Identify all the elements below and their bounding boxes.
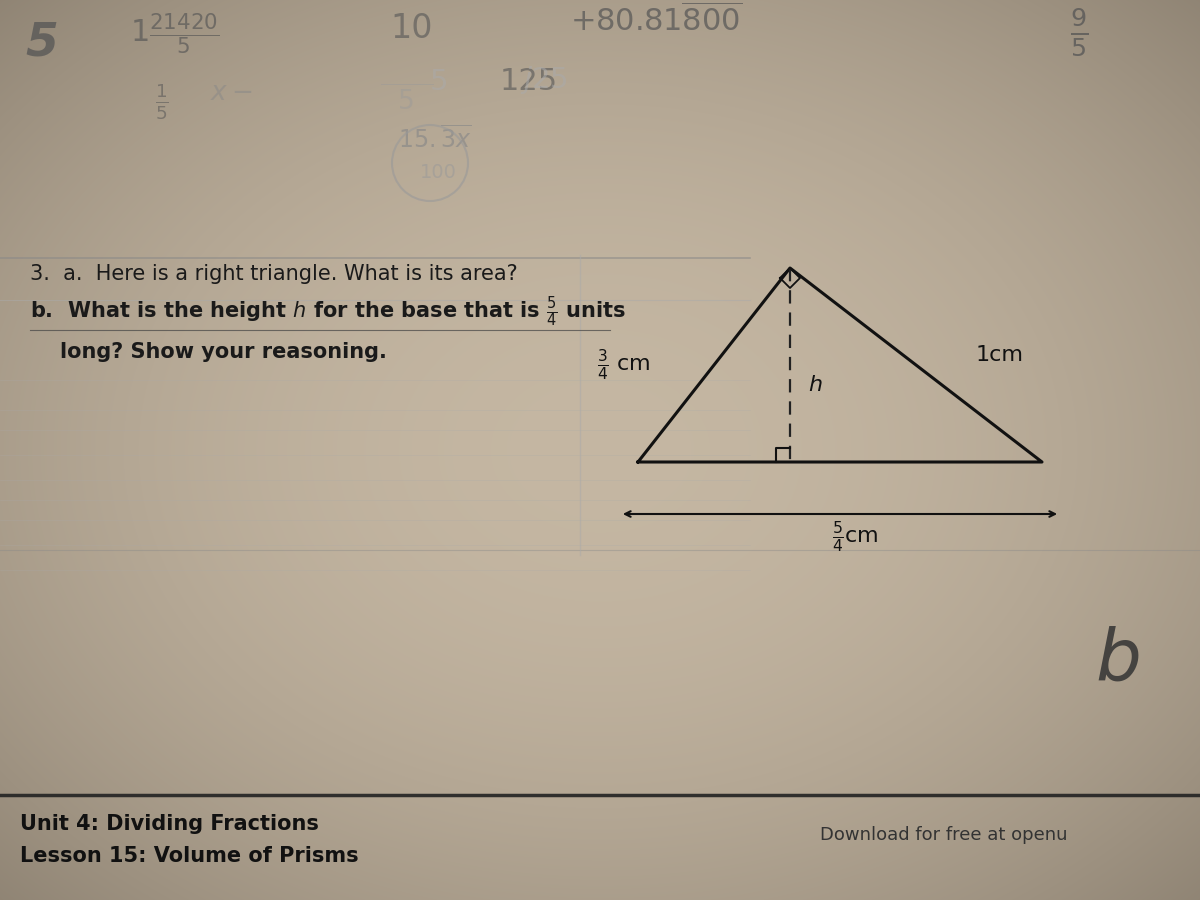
Text: Unit 4: Dividing Fractions: Unit 4: Dividing Fractions [20,814,319,834]
Text: h: h [808,375,822,395]
Text: 1cm: 1cm [976,345,1024,365]
Text: $\frac{9}{5}$: $\frac{9}{5}$ [1070,6,1088,58]
Text: 5: 5 [430,68,449,96]
Text: Lesson 15: Volume of Prisms: Lesson 15: Volume of Prisms [20,846,359,866]
Text: 5: 5 [25,20,58,65]
Text: 125: 125 [500,67,558,96]
Text: $1\frac{21420}{5}$: $1\frac{21420}{5}$ [130,11,220,57]
Text: 100: 100 [420,163,457,182]
Text: $j25$: $j25$ [520,64,568,96]
Text: b: b [1096,626,1141,695]
Text: $\overline{\ \ 5\ \ }$: $\overline{\ \ 5\ \ }$ [380,86,433,116]
Text: 3.  a.  Here is a right triangle. What is its area?: 3. a. Here is a right triangle. What is … [30,264,517,284]
Text: $x-$: $x-$ [210,80,253,106]
Text: $15.\overline{3x}$: $15.\overline{3x}$ [398,125,472,153]
Text: 10: 10 [390,12,432,45]
Text: $\frac{1}{5}$: $\frac{1}{5}$ [155,82,169,122]
Text: long? Show your reasoning.: long? Show your reasoning. [60,342,386,362]
Text: b.  What is the height $\mathit{h}$ for the base that is $\frac{5}{4}$ units: b. What is the height $\mathit{h}$ for t… [30,294,626,328]
Text: $\frac{3}{4}$ cm: $\frac{3}{4}$ cm [598,347,650,382]
Text: $+80.81\overline{800}$: $+80.81\overline{800}$ [570,4,743,38]
Text: $\frac{5}{4}$cm: $\frac{5}{4}$cm [832,519,878,554]
Text: Download for free at openu: Download for free at openu [820,826,1068,844]
